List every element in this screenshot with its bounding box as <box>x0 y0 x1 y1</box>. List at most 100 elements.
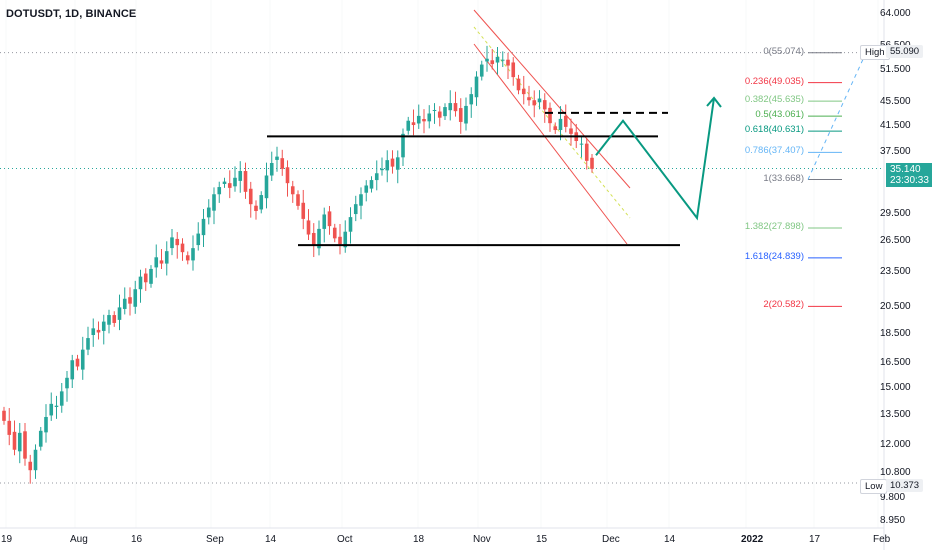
candle-body <box>301 202 306 219</box>
price-tick-label: 15.000 <box>880 381 911 393</box>
candle-body <box>170 237 174 249</box>
candle-body <box>353 204 358 215</box>
candle-body <box>133 289 138 307</box>
candle-body <box>154 257 159 268</box>
candle-body <box>532 100 537 106</box>
candle-body <box>65 377 69 389</box>
candle-body <box>332 227 337 239</box>
candle-body <box>122 298 127 309</box>
projection-path <box>595 97 715 221</box>
candle-body <box>101 321 106 331</box>
candle-body <box>38 430 43 447</box>
candle-body <box>469 94 474 105</box>
candle-body <box>558 118 563 131</box>
candle-body <box>327 211 332 227</box>
low-badge-value: 10.373 <box>886 479 924 492</box>
candle-body <box>117 307 122 320</box>
candle-body <box>432 109 437 111</box>
candle-body <box>569 128 573 134</box>
candles <box>2 45 594 484</box>
candle-body <box>500 59 505 61</box>
candle-body <box>196 233 201 246</box>
candle-body <box>191 248 195 261</box>
time-tick-label: Sep <box>206 534 224 545</box>
candle-body <box>28 461 33 471</box>
plot-area[interactable] <box>0 0 884 528</box>
price-tick-label: 10.800 <box>880 466 911 478</box>
price-tick-label: 64.000 <box>880 8 911 19</box>
candle-body <box>264 175 269 199</box>
candle-body <box>2 410 6 421</box>
price-tick-label: 26.500 <box>880 235 911 247</box>
time-tick-label: Oct <box>337 534 353 545</box>
candle-body <box>33 449 38 471</box>
candle-body <box>201 218 206 236</box>
candle-body <box>579 143 584 145</box>
candle-body <box>437 111 442 118</box>
candle-body <box>369 180 374 189</box>
reference-lines <box>0 52 884 484</box>
candle-body <box>248 188 253 205</box>
candle-body <box>96 329 101 333</box>
candle-body <box>416 115 421 124</box>
candle-body <box>322 214 327 229</box>
high-badge-value: 55.090 <box>886 45 924 58</box>
candle-body <box>511 62 516 78</box>
candle-body <box>138 276 143 290</box>
candle-body <box>306 220 311 235</box>
candle-body <box>86 338 90 350</box>
time-tick-label: 14 <box>664 534 676 545</box>
time-tick-label: Aug <box>70 534 88 545</box>
last-price-tag: 35.140 23:30:33 <box>886 163 932 187</box>
candle-body <box>54 405 59 407</box>
candle-body <box>180 243 185 253</box>
fib-level-label: 1.618(24.839) <box>744 250 804 262</box>
candle-body <box>495 56 500 63</box>
candle-body <box>458 108 463 122</box>
candle-body <box>385 160 390 171</box>
candle-body <box>206 207 211 218</box>
price-tick-label: 9.800 <box>880 491 906 503</box>
candle-body <box>269 163 274 176</box>
candle-body <box>364 185 369 193</box>
fib-level-label: 0.618(40.631) <box>744 124 804 136</box>
time-tick-label: Feb <box>873 534 891 545</box>
candle-body <box>164 251 169 264</box>
candle-body <box>149 268 153 284</box>
candle-body <box>275 156 279 160</box>
candle-body <box>17 432 22 452</box>
fib-level-label: 0.786(37.407) <box>744 145 804 157</box>
price-tick-label: 29.500 <box>880 207 911 219</box>
channel-lower <box>473 43 628 245</box>
time-tick-label: 18 <box>413 534 425 545</box>
candle-body <box>422 119 426 122</box>
candle-body <box>259 195 264 210</box>
candle-body <box>12 431 17 450</box>
candle-body <box>280 158 285 169</box>
candle-body <box>222 181 227 184</box>
time-tick-label: 2022 <box>741 534 764 545</box>
candle-body <box>485 58 489 62</box>
channel-upper <box>473 9 631 189</box>
candle-body <box>317 228 321 249</box>
chart-title: DOTUSDT, 1D, BINANCE <box>6 8 137 20</box>
candle-body <box>521 88 526 95</box>
candle-body <box>553 126 558 131</box>
fib-level-label: 0(55.074) <box>763 45 804 57</box>
price-tick-label: 37.500 <box>880 145 911 157</box>
candle-body <box>380 168 384 171</box>
candle-body <box>374 173 379 181</box>
candle-body <box>348 217 353 232</box>
candle-body <box>80 349 85 370</box>
time-tick-label: 17 <box>809 534 821 545</box>
time-tick-label: 15 <box>536 534 548 545</box>
candle-body <box>443 107 447 117</box>
projection-arrow <box>595 96 722 221</box>
price-tick-label: 20.500 <box>880 301 911 313</box>
candle-body <box>464 105 468 124</box>
projection-arrowhead <box>706 96 722 108</box>
candle-body <box>343 231 348 248</box>
candle-body <box>338 236 342 245</box>
price-tick-label: 41.500 <box>880 119 911 131</box>
